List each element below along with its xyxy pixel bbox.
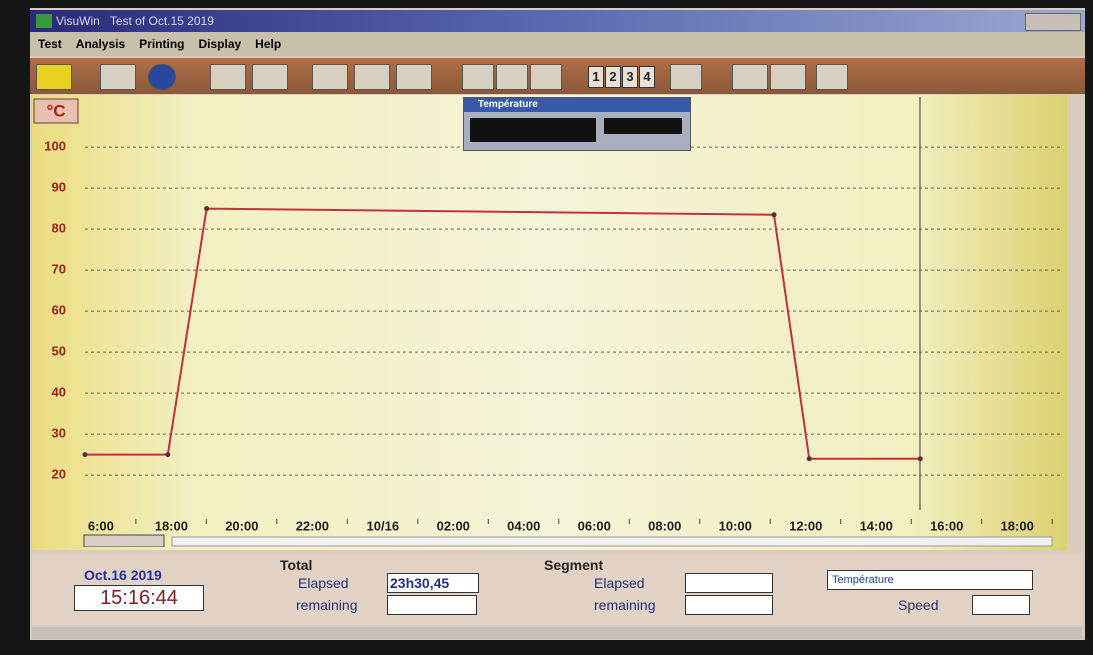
x-tick-label: 12:00 (789, 518, 822, 533)
scrollbar[interactable] (172, 537, 1052, 546)
x-tick-label: 20:00 (225, 518, 258, 533)
x-tick-label: 14:00 (860, 518, 893, 533)
popup-field (604, 118, 682, 134)
remaining-label: remaining (296, 597, 357, 613)
app-icon (36, 14, 52, 28)
x-tick-label: 16:00 (930, 518, 963, 533)
bottom-bar (32, 627, 1082, 639)
y-tick-label: 60 (52, 303, 66, 318)
popup-window: Température (463, 97, 691, 151)
data-point (918, 456, 923, 461)
menu-item[interactable]: Analysis (76, 37, 125, 51)
title-bar: VisuWin Test of Oct.15 2019 (30, 10, 1085, 32)
segment-remaining-label: remaining (594, 597, 655, 613)
tool-button[interactable] (770, 64, 806, 90)
x-tick-label: 08:00 (648, 518, 681, 533)
speed-label: Speed (898, 597, 938, 613)
data-line (85, 209, 920, 459)
y-tick-label: 90 (52, 180, 66, 195)
tool-button[interactable] (732, 64, 768, 90)
segment-elapsed-field (685, 573, 773, 593)
data-point (83, 452, 88, 457)
tool-button[interactable] (36, 64, 72, 90)
x-tick-label: 10/16 (367, 518, 400, 533)
status-panel: Oct.16 2019 15:16:44 Total Elapsed 23h30… (32, 553, 1082, 625)
scroll-buttons[interactable] (84, 535, 164, 547)
tool-button[interactable] (816, 64, 848, 90)
x-tick-label: 10:00 (719, 518, 752, 533)
y-tick-label: 40 (52, 385, 66, 400)
elapsed-label: Elapsed (298, 575, 349, 591)
chart: °C 20 30 40 50 60 70 80 90 100 6:00 18:00 20:00 22:0… (32, 97, 1067, 547)
menu-item[interactable]: Display (198, 37, 241, 51)
segment-title: Segment (544, 557, 603, 573)
y-tick-label: 100 (44, 139, 66, 154)
data-point (204, 206, 209, 211)
window-controls[interactable] (1025, 13, 1081, 31)
tool-button[interactable] (396, 64, 432, 90)
x-tick-label: 22:00 (296, 518, 329, 533)
segment-elapsed-label: Elapsed (594, 575, 645, 591)
page-button[interactable]: 2 (605, 66, 621, 88)
total-title: Total (280, 557, 312, 573)
tool-button[interactable] (354, 64, 390, 90)
popup-field (470, 118, 596, 142)
tool-button[interactable] (496, 64, 528, 90)
x-tick-label: 6:00 (88, 518, 114, 533)
tool-button[interactable] (252, 64, 288, 90)
date: Oct.16 2019 (84, 567, 162, 583)
tool-button[interactable] (210, 64, 246, 90)
y-tick-label: 50 (52, 344, 66, 359)
elapsed-value: 23h30,45 (387, 573, 479, 593)
x-tick-label: 06:00 (578, 518, 611, 533)
y-tick-label: 70 (52, 262, 66, 277)
y-tick-label: 20 (52, 467, 66, 482)
x-tick-label: 02:00 (437, 518, 470, 533)
popup-title: Température (464, 98, 690, 112)
page-button[interactable]: 3 (622, 66, 638, 88)
segment-remaining-field (685, 595, 773, 615)
speed-field (972, 595, 1030, 615)
unit-label: °C (46, 101, 65, 120)
tool-button[interactable] (312, 64, 348, 90)
window-title: Test of Oct.15 2019 (110, 14, 214, 28)
toolbar: 1 2 3 4 (30, 58, 1085, 94)
clock: 15:16:44 (74, 585, 204, 611)
menu-item[interactable]: Help (255, 37, 281, 51)
tool-button[interactable] (462, 64, 494, 90)
data-point (807, 456, 812, 461)
tool-button[interactable] (670, 64, 702, 90)
x-tick-label: 18:00 (1001, 518, 1034, 533)
channel-select[interactable]: Température (827, 570, 1033, 590)
y-tick-label: 30 (52, 426, 66, 441)
data-point (165, 452, 170, 457)
remaining-field (387, 595, 477, 615)
menu-item[interactable]: Test (38, 37, 62, 51)
menu-bar: Test Analysis Printing Display Help (30, 32, 1085, 56)
app-name: VisuWin (56, 14, 100, 28)
y-tick-label: 80 (52, 221, 66, 236)
x-tick-label: 04:00 (507, 518, 540, 533)
menu-item[interactable]: Printing (139, 37, 184, 51)
page: VisuWin Test of Oct.15 2019 Test Analysis… (0, 0, 1093, 655)
tool-button[interactable] (530, 64, 562, 90)
x-tick-label: 18:00 (155, 518, 188, 533)
page-button[interactable]: 1 (588, 66, 604, 88)
tool-button[interactable] (148, 64, 176, 90)
page-button[interactable]: 4 (639, 66, 655, 88)
tool-button[interactable] (100, 64, 136, 90)
data-point (772, 212, 777, 217)
